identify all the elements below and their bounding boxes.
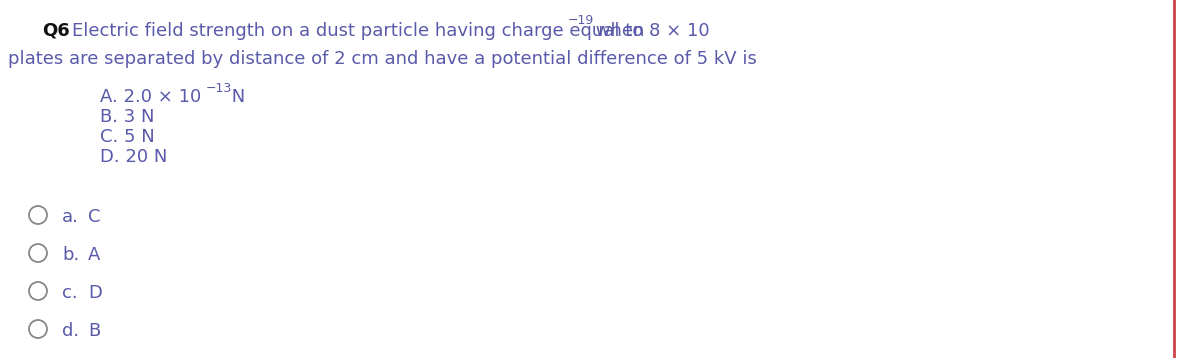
Text: B. 3 N: B. 3 N (100, 108, 155, 126)
Text: D. 20 N: D. 20 N (100, 148, 167, 166)
Text: C: C (88, 208, 101, 226)
Text: A: A (88, 246, 101, 264)
Text: plates are separated by distance of 2 cm and have a potential difference of 5 kV: plates are separated by distance of 2 cm… (8, 50, 757, 68)
Text: Q6: Q6 (42, 22, 70, 40)
Text: D: D (88, 284, 102, 302)
Text: −13: −13 (206, 82, 233, 95)
Text: C. 5 N: C. 5 N (100, 128, 155, 146)
Text: b.: b. (62, 246, 79, 264)
Text: when: when (590, 22, 644, 40)
Text: a.: a. (62, 208, 79, 226)
Text: N: N (226, 88, 245, 106)
Text: c.: c. (62, 284, 78, 302)
Text: −19: −19 (568, 14, 594, 27)
Text: A. 2.0 × 10: A. 2.0 × 10 (100, 88, 202, 106)
Text: d.: d. (62, 322, 79, 340)
Text: Electric field strength on a dust particle having charge equal to 8 × 10: Electric field strength on a dust partic… (72, 22, 709, 40)
Text: B: B (88, 322, 101, 340)
